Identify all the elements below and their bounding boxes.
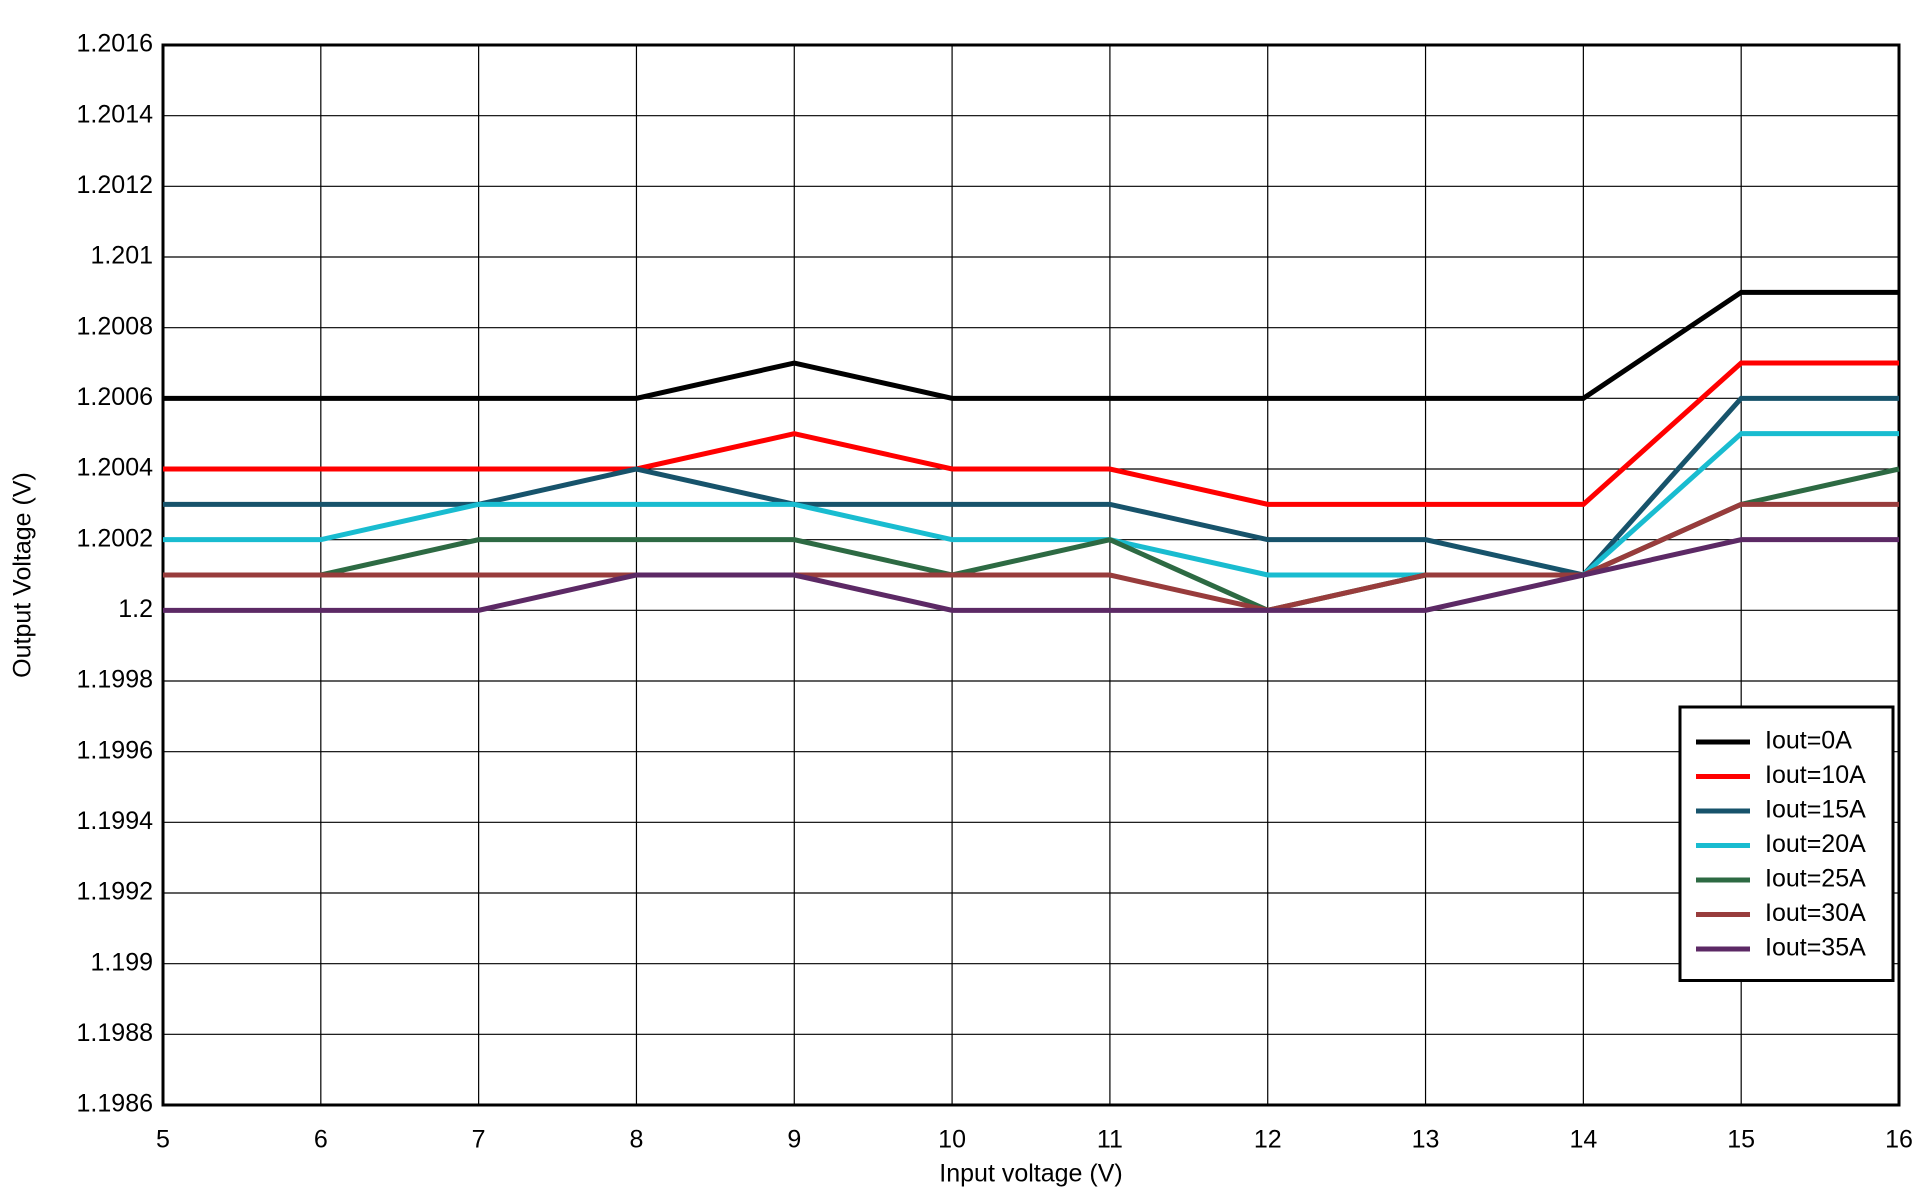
series-line xyxy=(163,537,1899,613)
y-tick-label: 1.2008 xyxy=(77,312,153,340)
y-tick-label: 1.1988 xyxy=(77,1019,153,1047)
y-tick-label: 1.1986 xyxy=(77,1090,153,1118)
y-tick-label: 1.2016 xyxy=(77,30,153,58)
series-line xyxy=(163,395,1899,578)
x-tick-label: 16 xyxy=(1885,1126,1913,1154)
x-tick-label: 7 xyxy=(472,1126,486,1154)
series-line xyxy=(163,360,1899,507)
x-tick-label: 13 xyxy=(1412,1126,1440,1154)
x-tick-label: 9 xyxy=(787,1126,801,1154)
legend-label: Iout=15A xyxy=(1765,796,1866,824)
y-axis-label: Output Voltage (V) xyxy=(9,472,37,678)
y-tick-label: 1.2004 xyxy=(77,454,154,482)
y-tick-label: 1.1994 xyxy=(77,807,154,835)
y-tick-label: 1.2002 xyxy=(77,524,153,552)
y-tick-label: 1.1996 xyxy=(77,736,153,764)
x-axis-label: Input voltage (V) xyxy=(939,1160,1122,1188)
x-tick-label: 11 xyxy=(1097,1126,1123,1154)
y-tick-label: 1.1992 xyxy=(77,878,153,906)
legend-label: Iout=10A xyxy=(1765,761,1866,789)
series-line xyxy=(163,431,1899,578)
y-tick-label: 1.2014 xyxy=(77,100,154,128)
y-tick-label: 1.2 xyxy=(118,595,153,623)
y-tick-label: 1.2012 xyxy=(77,171,153,199)
x-tick-label: 8 xyxy=(630,1126,644,1154)
x-tick-label: 5 xyxy=(156,1126,170,1154)
legend-label: Iout=25A xyxy=(1765,865,1866,893)
x-tick-label: 10 xyxy=(938,1126,966,1154)
legend-label: Iout=20A xyxy=(1765,830,1866,858)
legend-label: Iout=30A xyxy=(1765,899,1866,927)
x-tick-label: 14 xyxy=(1569,1126,1597,1154)
x-tick-label: 15 xyxy=(1727,1126,1755,1154)
x-tick-label: 12 xyxy=(1254,1126,1282,1154)
legend-label: Iout=35A xyxy=(1765,934,1866,962)
y-tick-label: 1.201 xyxy=(90,242,153,270)
y-tick-label: 1.199 xyxy=(90,948,153,976)
legend-label: Iout=0A xyxy=(1765,727,1852,755)
series-line xyxy=(163,289,1899,401)
series-line xyxy=(163,501,1899,613)
y-tick-label: 1.2006 xyxy=(77,383,153,411)
y-tick-label: 1.1998 xyxy=(77,666,153,694)
x-tick-label: 6 xyxy=(314,1126,328,1154)
